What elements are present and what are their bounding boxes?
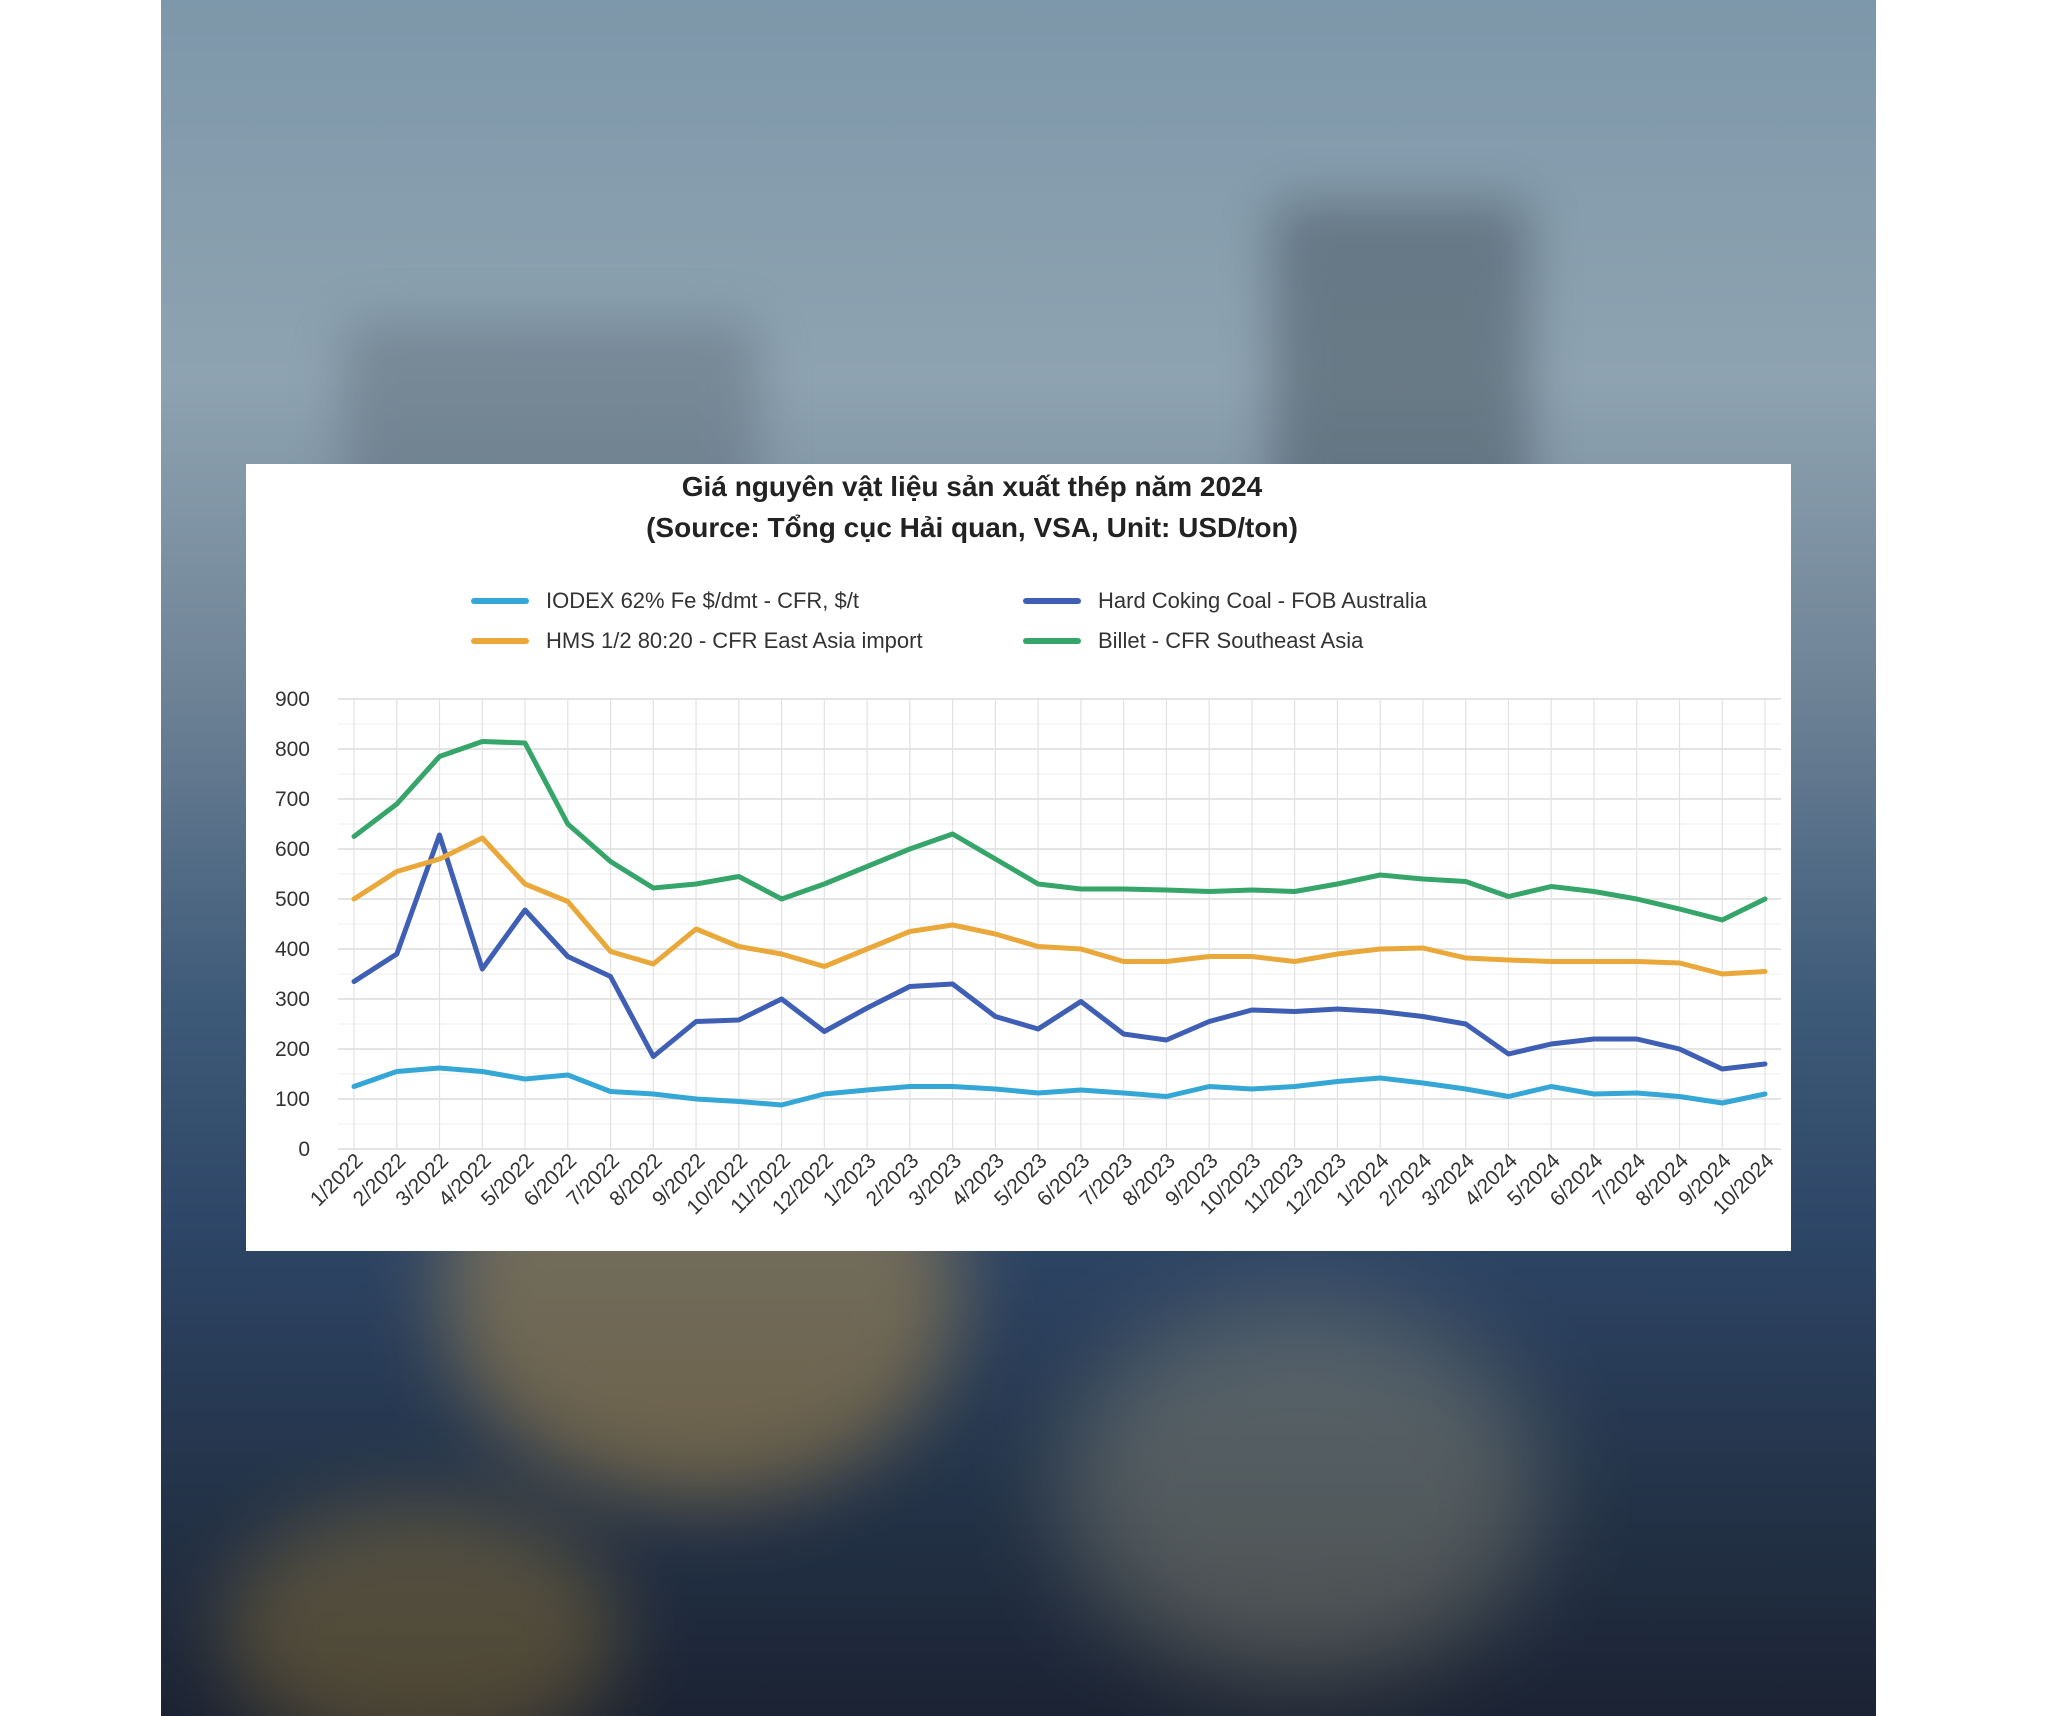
chart-title: Giá nguyên vật liệu sản xuất thép năm 20… <box>682 471 1263 502</box>
legend-label: HMS 1/2 80:20 - CFR East Asia import <box>546 628 923 653</box>
x-axis-ticks: 1/20222/20223/20224/20225/20226/20227/20… <box>306 1149 1779 1219</box>
y-tick-label: 500 <box>275 888 310 911</box>
chart-card: Giá nguyên vật liệu sản xuất thép năm 20… <box>246 464 1791 1251</box>
y-tick-label: 400 <box>275 938 310 961</box>
legend-label: Hard Coking Coal - FOB Australia <box>1098 588 1428 613</box>
legend-label: Billet - CFR Southeast Asia <box>1098 628 1364 653</box>
series-lines <box>351 739 1768 1108</box>
series-line <box>351 739 1768 923</box>
legend: IODEX 62% Fe $/dmt - CFR, $/t Hard Coking… <box>471 588 1428 653</box>
line-chart: Giá nguyên vật liệu sản xuất thép năm 20… <box>275 471 1781 1219</box>
y-tick-label: 800 <box>275 738 310 761</box>
series-line <box>351 835 1768 977</box>
y-tick-label: 100 <box>275 1088 310 1111</box>
chart-subtitle: (Source: Tổng cục Hải quan, VSA, Unit: U… <box>646 512 1298 543</box>
y-tick-label: 0 <box>298 1138 310 1161</box>
y-tick-label: 300 <box>275 988 310 1011</box>
y-axis-ticks: 0 100 200 300 400 500 600 700 800 900 <box>275 688 310 1161</box>
y-tick-label: 700 <box>275 788 310 811</box>
y-tick-label: 900 <box>275 688 310 711</box>
series-line <box>351 1065 1768 1108</box>
series-line <box>351 832 1768 1072</box>
grid <box>338 698 1781 1150</box>
legend-label: IODEX 62% Fe $/dmt - CFR, $/t <box>546 588 859 613</box>
y-tick-label: 200 <box>275 1038 310 1061</box>
y-tick-label: 600 <box>275 838 310 861</box>
